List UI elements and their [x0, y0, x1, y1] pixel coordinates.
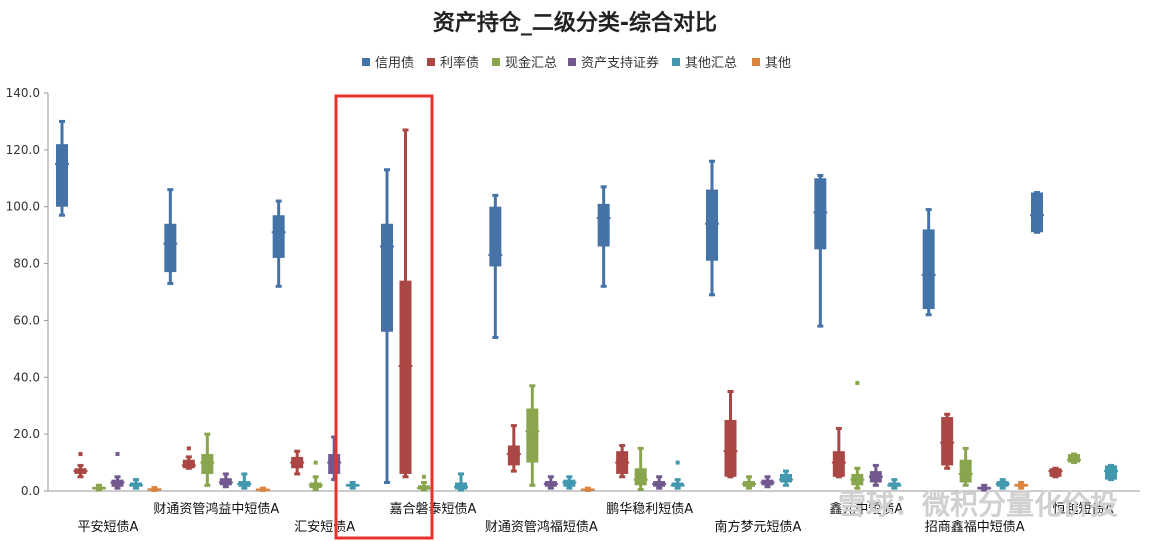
box-body: [814, 178, 827, 250]
box-body: [201, 454, 214, 474]
box-outlier: [675, 460, 680, 465]
box-outlier: [115, 452, 120, 457]
category-label: 财通资管鸿福短债A: [485, 519, 598, 535]
box-outlier: [855, 380, 860, 385]
legend-swatch: [568, 58, 576, 66]
axes: 0.0 20.0 40.0 60.0 80.0 100.0 120.0 140.0: [6, 86, 1140, 498]
box-body: [724, 419, 737, 477]
category-label: 鑫元中短债A: [829, 501, 903, 517]
legend-label: 其他汇总: [685, 56, 737, 71]
legend-label: 信用债: [375, 56, 414, 71]
box-body: [1031, 192, 1043, 233]
category-label: 恒越短债A: [1053, 502, 1114, 517]
y-tick-label: 40.0: [13, 370, 40, 384]
chart-title: 资产持仓_二级分类-综合对比: [433, 10, 717, 36]
box-body: [634, 468, 647, 486]
category-label: 平安短债A: [78, 520, 139, 535]
category-label: 财通资管鸿益中短债A: [153, 501, 279, 517]
category-label: 招商鑫福中短债A: [925, 519, 1025, 535]
box-body: [182, 459, 195, 469]
y-tick-label: 100.0: [6, 200, 40, 214]
box-body: [489, 206, 502, 267]
box-body: [597, 203, 610, 247]
box-outlier: [313, 460, 318, 465]
box-body: [272, 215, 285, 258]
box-body: [381, 223, 393, 332]
category-label: 鹏华稳利短债A: [606, 501, 693, 517]
box-body: [922, 229, 935, 310]
box-body: [56, 144, 68, 207]
box-body: [832, 451, 845, 477]
box-body: [1105, 465, 1117, 480]
box-body: [399, 280, 412, 474]
legend-label: 资产支持证券: [581, 55, 659, 71]
box-body: [1068, 454, 1080, 463]
y-tick-label: 20.0: [13, 427, 40, 441]
box-body: [1049, 468, 1062, 477]
watermark: 雪球：微积分量化价投: [838, 488, 1118, 521]
legend-label: 利率债: [440, 55, 479, 71]
legend-label: 现金汇总: [505, 55, 557, 71]
y-tick-label: 120.0: [6, 143, 40, 157]
legend-swatch: [492, 58, 500, 66]
box-body: [328, 454, 341, 474]
highlight-frame: [334, 94, 434, 540]
plot-area: [55, 119, 1118, 492]
legend-label: 其他: [765, 56, 791, 71]
box-body: [780, 473, 792, 483]
box-body: [164, 223, 177, 273]
box-outlier: [78, 452, 83, 457]
legend-swatch: [672, 58, 680, 66]
legend-swatch: [752, 58, 760, 66]
legend-swatch: [427, 58, 435, 66]
y-tick-label: 80.0: [13, 257, 40, 271]
category-label: 汇安短债A: [294, 520, 355, 535]
box-body: [526, 408, 539, 463]
box-outlier: [186, 446, 191, 451]
box-body: [507, 445, 520, 466]
category-labels: 平安短债A财通资管鸿益中短债A汇安短债A嘉合磐泰短债A财通资管鸿福短债A鹏华稳利…: [78, 501, 1114, 535]
category-label: 南方梦元短债A: [715, 519, 802, 535]
box-outlier: [422, 474, 426, 479]
legend: 信用债 利率债 现金汇总 资产支持证券 其他汇总 其他: [362, 55, 791, 71]
box-body: [941, 417, 954, 466]
legend-swatch: [362, 58, 370, 66]
box-body: [706, 189, 718, 261]
y-tick-label: 140.0: [6, 86, 40, 100]
y-tick-label: 0.0: [21, 484, 40, 498]
box-body: [959, 459, 972, 483]
y-tick-label: 60.0: [13, 313, 40, 327]
